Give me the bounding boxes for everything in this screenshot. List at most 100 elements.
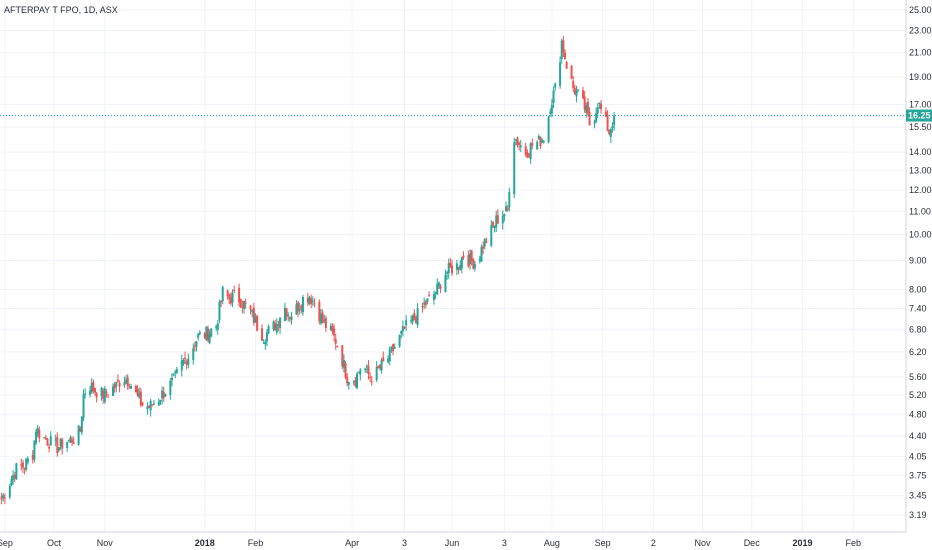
candle-body (77, 425, 80, 445)
candle-body (159, 399, 162, 402)
candle-body (141, 402, 144, 406)
candle-body (588, 111, 591, 126)
y-tick-label: 4.80 (909, 410, 927, 420)
candle-body (506, 208, 509, 211)
candle-body (552, 90, 555, 103)
price-axis[interactable]: 25.00 23.00 21.00 19.00 17.00 15.50 14.00 13.00… (909, 5, 932, 520)
candle-body (13, 475, 16, 479)
candle-body (378, 365, 381, 369)
candle-body (172, 374, 175, 376)
candle-body (455, 263, 458, 270)
candle-body (582, 90, 585, 99)
candle-body (72, 442, 75, 444)
candle-body (208, 333, 211, 344)
candle-body (198, 332, 201, 335)
candle-body (44, 437, 47, 440)
candle-body (423, 302, 426, 305)
candle-body (210, 328, 213, 337)
candle-body (537, 135, 540, 140)
candle-body (572, 80, 575, 88)
candle-body (90, 382, 93, 393)
candle-body (405, 320, 408, 326)
candle-body (301, 296, 304, 313)
candle-body (112, 386, 114, 396)
candle-body (277, 324, 280, 326)
x-tick-label: Aug (544, 538, 560, 548)
candle-body (46, 438, 49, 446)
candle-body (467, 255, 470, 267)
candle-body (187, 358, 190, 365)
y-tick-label: 25.00 (909, 5, 932, 15)
candle-body (480, 246, 483, 262)
x-tick-label: Feb (248, 538, 264, 548)
candle-body (531, 142, 534, 146)
candle-body (547, 116, 550, 143)
candle-body (554, 83, 557, 88)
candle-body (527, 154, 530, 156)
y-tick-label: 19.00 (909, 72, 932, 82)
candle-body (136, 388, 139, 396)
candle-body (611, 126, 614, 128)
candle-body (206, 328, 209, 341)
time-axis[interactable]: Sep Oct Nov 2018 Feb Apr 3 Jun 3 Aug Sep 2 Nov Dec 201… (0, 538, 861, 548)
y-tick-label: 10.00 (909, 230, 932, 240)
candle-body (256, 315, 259, 331)
candle-body (43, 437, 46, 439)
candle-body (10, 479, 13, 486)
y-tick-label: 8.00 (909, 284, 927, 294)
candle-body (138, 393, 141, 398)
candle-body (113, 384, 116, 389)
y-tick-label: 4.05 (909, 451, 927, 461)
candle-body (495, 215, 498, 228)
candle-body (174, 371, 177, 374)
x-tick-label: Sep (595, 538, 611, 548)
candle-body (390, 347, 393, 349)
candle-body (149, 400, 152, 411)
candle-body (203, 333, 206, 338)
candle-body (424, 301, 427, 306)
candle-body (49, 436, 52, 446)
candle-body (380, 360, 383, 371)
candle-body (298, 308, 301, 311)
candle-body (229, 297, 232, 304)
candle-body (95, 393, 98, 398)
candle-body (107, 394, 110, 396)
candle-body (192, 348, 195, 361)
y-tick-label: 9.00 (909, 255, 927, 265)
candle-body (539, 137, 542, 147)
candle-body (261, 328, 264, 341)
candle-body (503, 213, 506, 217)
candle-body (56, 436, 59, 454)
candle-body (367, 366, 370, 374)
candle-body (310, 298, 313, 304)
candle-body (469, 253, 472, 265)
candle-body (413, 312, 416, 320)
candle-body (297, 302, 300, 312)
candle-body (123, 382, 126, 386)
candle-body (586, 101, 589, 114)
candle-body (162, 392, 165, 398)
candle-body (33, 440, 36, 460)
candle-body (0, 496, 3, 500)
candle-body (220, 300, 223, 302)
candle-body (195, 341, 198, 347)
candle-body (549, 111, 552, 114)
candle-body (254, 317, 257, 323)
x-tick-label: 2019 (792, 538, 812, 548)
candle-body (542, 140, 545, 143)
candle-body (432, 294, 435, 300)
candle-body (483, 238, 486, 247)
candle-body (375, 366, 378, 380)
candle-body (15, 463, 18, 480)
candle-body (321, 312, 324, 323)
candle-body (403, 326, 406, 329)
candle-body (287, 314, 290, 316)
candle-body (3, 497, 6, 499)
candle-body (401, 326, 404, 332)
x-tick-label: Oct (47, 538, 62, 548)
candle-body (600, 103, 603, 110)
candle-body (439, 286, 442, 289)
candle-body (388, 349, 391, 362)
candle-body (400, 331, 403, 334)
